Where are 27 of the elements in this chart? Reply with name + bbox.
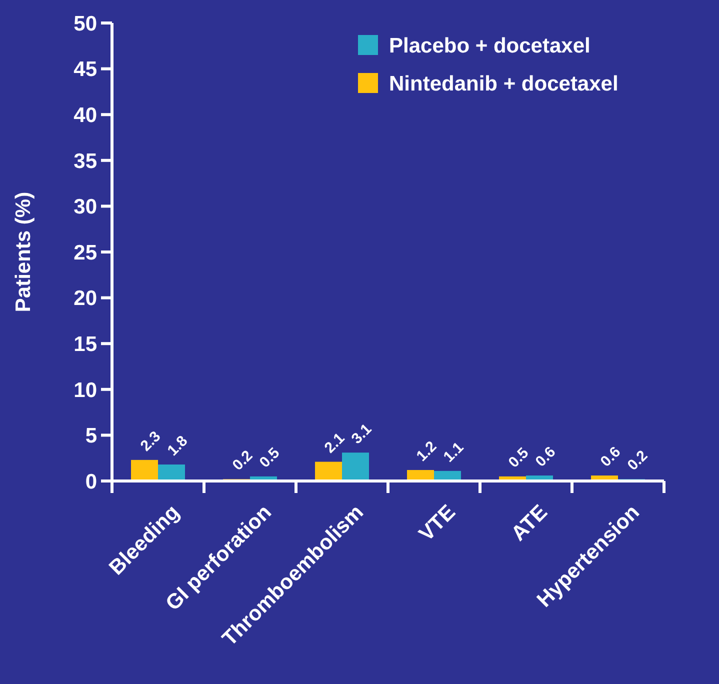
y-tick-label: 35 bbox=[74, 150, 98, 173]
y-tick-label: 40 bbox=[74, 104, 97, 127]
y-tick-label: 0 bbox=[85, 470, 97, 494]
data-label: 0.2 bbox=[229, 447, 256, 474]
y-tick-label: 5 bbox=[85, 424, 98, 448]
data-label: 0.2 bbox=[624, 447, 652, 474]
y-tick-label: 30 bbox=[74, 196, 97, 219]
y-tick-label: 45 bbox=[74, 58, 98, 82]
y-axis-title: Patients (%) bbox=[12, 192, 35, 312]
legend-label: Placebo + docetaxel bbox=[389, 34, 590, 58]
y-tick-label: 10 bbox=[74, 378, 97, 402]
legend-label: Nintedanib + docetaxel bbox=[389, 72, 618, 96]
x-tick-label: VTE bbox=[414, 500, 460, 546]
data-label: 3.1 bbox=[348, 420, 376, 448]
data-label: 1.2 bbox=[413, 438, 440, 465]
data-label: 0.6 bbox=[597, 444, 624, 470]
data-label: 0.5 bbox=[256, 444, 284, 472]
data-label: 0.6 bbox=[532, 444, 560, 470]
y-tick-label: 20 bbox=[74, 287, 97, 310]
data-label: 2.3 bbox=[137, 428, 164, 455]
data-label: 1.1 bbox=[440, 438, 468, 466]
data-label: 2.1 bbox=[321, 430, 348, 457]
y-tick-label: 15 bbox=[74, 332, 98, 356]
y-tick-label: 25 bbox=[74, 241, 98, 264]
data-label: 0.5 bbox=[505, 444, 532, 472]
data-label: 1.8 bbox=[164, 432, 192, 460]
y-tick-label: 50 bbox=[74, 12, 97, 36]
